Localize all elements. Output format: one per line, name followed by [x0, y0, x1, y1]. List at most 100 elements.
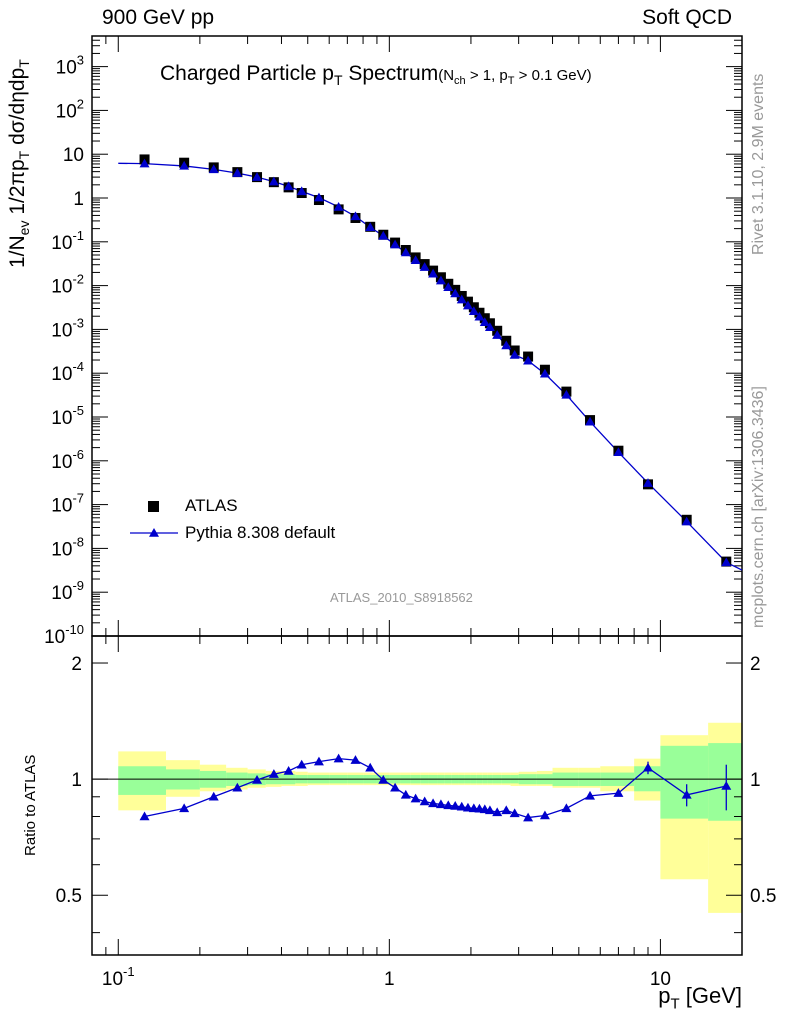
ratio-point: [179, 803, 190, 813]
ratio-point: [450, 800, 461, 810]
y-tick-label: 103: [56, 53, 84, 79]
pythia-point: [283, 181, 294, 191]
ratio-plot-frame: [91, 635, 743, 956]
pythia-point: [365, 222, 376, 231]
y-tick-label: 10-7: [51, 491, 84, 517]
ratio-point: [208, 791, 219, 801]
pythia-point: [232, 168, 243, 177]
ratio-point: [721, 780, 732, 790]
category-label: Soft QCD: [642, 6, 732, 29]
ratio-point: [232, 782, 243, 792]
title-cond-sub1: ch: [454, 75, 466, 87]
y-tick-label: 10-5: [51, 403, 84, 429]
ratio-point: [419, 796, 430, 806]
pythia-point: [642, 478, 653, 487]
ratio-point: [400, 789, 411, 799]
ratio-y-tick-label-right: 2: [750, 654, 761, 675]
pythia-point: [474, 311, 485, 321]
ratio-point: [435, 799, 446, 809]
y-tick-label: 10-9: [51, 578, 84, 604]
ratio-point: [296, 759, 307, 769]
pythia-point: [378, 230, 389, 240]
pythia-point: [509, 350, 520, 359]
y-tick-label: 10-1: [51, 228, 84, 254]
y-tick-label: 1: [73, 189, 84, 210]
y-tick-label: 10-6: [51, 447, 84, 473]
pythia-point: [428, 268, 439, 278]
ratio-point: [456, 801, 467, 811]
y-tick-label: 10: [63, 145, 84, 166]
pythia-point: [333, 201, 344, 211]
pythia-point: [350, 211, 361, 221]
title-cond-mid: > 1, p: [465, 67, 508, 84]
pythia-point: [468, 306, 479, 315]
pythia-point: [484, 322, 495, 332]
ratio-point: [539, 810, 550, 820]
analysis-tag: ATLAS_2010_S8918562: [330, 590, 473, 605]
pythia-point: [501, 340, 512, 350]
title-cond: (Nch > 1, pT > 0.1 GeV): [438, 67, 592, 87]
x-tick-label: 10: [650, 969, 671, 990]
ratio-point: [378, 774, 389, 784]
ratio-point: [484, 805, 495, 815]
ratio-point: [333, 753, 344, 763]
pythia-point: [539, 368, 550, 378]
ratio-point: [365, 762, 376, 772]
ratio-point: [523, 812, 534, 822]
y-tick-label: 10-10: [44, 622, 84, 648]
energy-label: 900 GeV pp: [102, 6, 215, 29]
x-tick-label: 10-1: [102, 964, 135, 990]
pythia-point: [435, 275, 446, 285]
legend-marker-pythia: [149, 528, 159, 537]
pythia-point: [456, 294, 467, 304]
pythia-point: [313, 192, 324, 202]
title-main-sub: T: [333, 72, 343, 89]
main-plot-frame: [91, 35, 743, 637]
ratio-point: [139, 811, 150, 821]
pythia-point: [450, 288, 461, 298]
y-tick-label: 102: [56, 96, 84, 122]
ratio-y-tick-label: 1: [71, 770, 82, 791]
ratio-y-tick-label-right: 1: [750, 770, 761, 791]
ratio-point: [252, 774, 263, 784]
ratio-point: [428, 798, 439, 808]
y-tick-label: 10-8: [51, 534, 84, 560]
pythia-point: [139, 158, 150, 168]
legend-label-atlas: ATLAS: [185, 496, 238, 515]
ratio-point: [390, 782, 401, 792]
pythia-point: [561, 389, 572, 399]
ratio-point: [501, 805, 512, 815]
pythia-point: [268, 176, 279, 186]
title-cond-tail: > 0.1 GeV): [514, 67, 592, 84]
legend-label-pythia: Pythia 8.308 default: [185, 523, 336, 542]
pythia-point: [400, 247, 411, 257]
x-axis-label: pT [GeV]: [658, 983, 742, 1013]
legend-marker-atlas: [148, 501, 159, 512]
ratio-point: [642, 762, 653, 772]
pythia-point: [585, 416, 596, 426]
pythia-point: [410, 255, 421, 264]
x-tick-label: 1: [384, 969, 395, 990]
y-tick-label: 10-3: [51, 315, 84, 341]
ratio-y-tick-label-right: 0.5: [750, 886, 776, 907]
pythia-point: [681, 516, 692, 526]
pythia-point: [208, 164, 219, 174]
title-cond-1: (N: [438, 67, 455, 84]
pythia-line: [118, 162, 743, 571]
pythia-point: [296, 186, 307, 196]
title-main: Charged Particle p: [160, 62, 334, 85]
pythia-point: [443, 282, 454, 291]
ratio-point: [561, 803, 572, 813]
ratio-point: [410, 793, 421, 803]
pythia-point: [419, 262, 430, 271]
pythia-point: [462, 300, 473, 310]
pythia-point: [613, 447, 624, 456]
ratio-point: [268, 769, 279, 778]
title-cond-sub2: T: [507, 75, 515, 87]
plot-title: Charged Particle pT Spectrum(Nch > 1, pT…: [160, 62, 592, 88]
ratio-point: [585, 790, 596, 800]
ratio-inner-band: [118, 766, 167, 795]
pythia-point: [523, 355, 534, 365]
ratio-inner-band: [708, 743, 742, 821]
